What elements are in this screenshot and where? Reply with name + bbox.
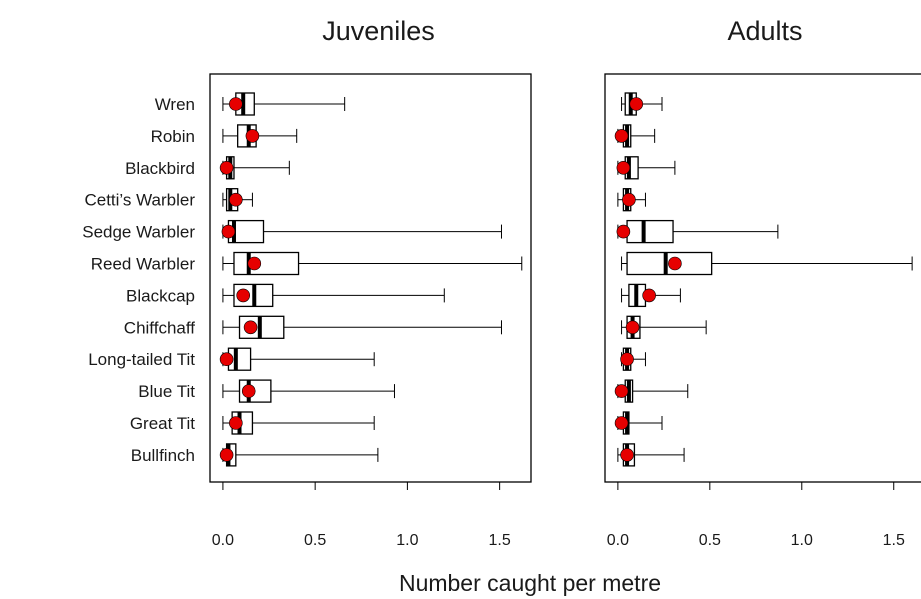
box-0 — [222, 92, 346, 116]
box-6 — [222, 283, 445, 308]
x-tick-label: 1.5 — [883, 532, 905, 549]
mean-point — [642, 288, 656, 303]
box-1 — [614, 124, 656, 148]
mean-point — [229, 97, 243, 111]
box-5 — [222, 251, 523, 276]
mean-point — [247, 256, 262, 271]
box-7 — [621, 315, 707, 339]
box-4 — [616, 219, 779, 244]
box-5 — [621, 251, 913, 276]
species-label: Robin — [151, 127, 195, 146]
species-label: Bullfinch — [131, 446, 195, 465]
box-11 — [617, 443, 685, 467]
mean-point — [620, 352, 634, 367]
mean-point — [245, 129, 260, 143]
box-3 — [222, 188, 253, 212]
mean-point — [243, 320, 258, 335]
species-label: Reed Warbler — [91, 255, 196, 274]
mean-point — [614, 416, 629, 430]
mean-point — [625, 320, 640, 335]
box-8 — [219, 347, 375, 371]
x-axis-title: Number caught per metre — [399, 570, 661, 596]
mean-point — [229, 192, 243, 207]
box-11 — [219, 443, 379, 467]
box-2 — [219, 156, 290, 180]
x-tick-label: 1.0 — [396, 532, 418, 549]
box-1 — [222, 124, 298, 148]
box-0 — [621, 92, 663, 116]
mean-point — [236, 288, 251, 303]
mean-point — [219, 352, 234, 367]
species-label: Blackcap — [126, 286, 195, 305]
mean-point — [219, 448, 234, 462]
box-10 — [222, 411, 375, 435]
mean-point — [620, 448, 634, 462]
box-9 — [614, 379, 689, 403]
x-tick-label: 1.0 — [791, 532, 813, 549]
iqr-box — [233, 251, 300, 276]
x-tick-label: 0.0 — [607, 532, 629, 549]
mean-point — [614, 384, 629, 398]
mean-point — [219, 161, 234, 175]
mean-point — [668, 256, 682, 271]
box-6 — [621, 283, 681, 308]
panels-layer: Juveniles 0.0 0.5 1.0 1.5 Adults 0.0 0.5 1.0 1.5 — [209, 16, 921, 549]
mean-point — [614, 129, 629, 143]
iqr-box — [626, 219, 674, 244]
x-tick-label: 0.5 — [699, 532, 721, 549]
species-label: Long-tailed Tit — [88, 350, 195, 369]
mean-point — [241, 384, 256, 398]
species-label: Blue Tit — [138, 382, 195, 401]
mean-point — [616, 224, 631, 239]
box-3 — [617, 188, 646, 212]
species-labels: Wren Robin Blackbird Cetti’s Warbler Sedge W… — [82, 95, 195, 465]
box-7 — [222, 315, 502, 339]
species-label: Chiffchaff — [124, 318, 195, 337]
box-10 — [614, 411, 663, 435]
x-tick-label: 1.5 — [489, 532, 511, 549]
box-2 — [616, 156, 676, 180]
mean-point — [622, 192, 636, 207]
box-4 — [221, 219, 502, 244]
panel-adults: Adults 0.0 0.5 1.0 1.5 — [604, 16, 921, 549]
mean-point — [221, 224, 236, 239]
species-label: Cetti’s Warbler — [84, 191, 195, 210]
species-label: Sedge Warbler — [82, 223, 195, 242]
plot-frame — [604, 73, 921, 483]
x-tick-label: 0.5 — [304, 532, 326, 549]
box-8 — [620, 347, 646, 371]
panel-title: Adults — [727, 16, 802, 46]
x-tick-label: 0.0 — [212, 532, 234, 549]
panel-title: Juveniles — [322, 16, 435, 46]
species-label: Great Tit — [130, 414, 195, 433]
panel-juveniles: Juveniles 0.0 0.5 1.0 1.5 — [209, 16, 532, 549]
species-label: Blackbird — [125, 159, 195, 178]
mean-point — [616, 161, 631, 175]
box-9 — [222, 379, 395, 403]
mean-point — [629, 97, 644, 111]
species-label: Wren — [155, 95, 195, 114]
mean-point — [229, 416, 243, 430]
